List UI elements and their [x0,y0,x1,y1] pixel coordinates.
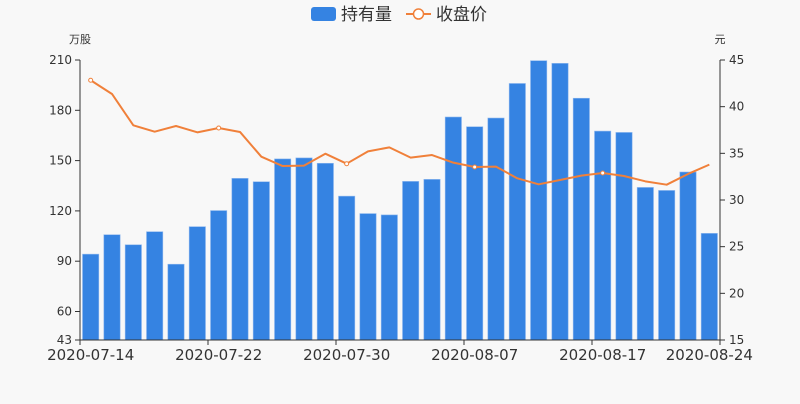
bar[interactable] [381,215,397,340]
left-tick-label: 90 [57,254,72,268]
bar[interactable] [211,211,227,340]
x-tick-label: 2020-08-24 [666,346,753,364]
bar[interactable] [339,196,355,340]
bar[interactable] [445,117,461,340]
bar[interactable] [83,254,99,340]
line-point[interactable] [473,165,477,169]
right-tick-label: 15 [729,333,744,347]
bar[interactable] [531,61,547,340]
bar[interactable] [189,227,205,340]
bar[interactable] [296,158,312,340]
bar[interactable] [147,232,163,340]
bar[interactable] [616,132,632,340]
x-tick-label: 2020-07-22 [175,346,262,364]
bar[interactable] [360,214,376,340]
right-tick-label: 25 [729,240,744,254]
bar[interactable] [104,235,120,340]
x-tick-label: 2020-07-30 [303,346,390,364]
bar[interactable] [595,131,611,340]
right-axis-name: 元 [715,33,726,46]
bar[interactable] [573,98,589,340]
x-tick-label: 2020-07-14 [47,346,134,364]
bar[interactable] [637,187,653,340]
line-point[interactable] [345,162,349,166]
left-axis-name: 万股 [69,33,91,46]
left-tick-label: 60 [57,304,72,318]
bar[interactable] [552,63,568,340]
left-tick-label: 150 [49,154,72,168]
right-tick-label: 45 [729,53,744,67]
x-tick-label: 2020-08-07 [431,346,518,364]
legend-bar-swatch [311,7,336,21]
bar[interactable] [403,181,419,340]
line-point[interactable] [217,126,221,130]
right-tick-label: 20 [729,286,744,300]
bar[interactable] [317,163,333,340]
legend-marker-icon [414,9,424,19]
bar[interactable] [253,182,269,340]
legend[interactable]: 持有量 收盘价 [311,5,487,25]
bar-series [83,61,718,340]
x-tick-label: 2020-08-17 [559,346,646,364]
bar[interactable] [232,178,248,340]
bar[interactable] [424,179,440,340]
legend-label-holdings[interactable]: 持有量 [341,5,392,25]
left-tick-label: 43 [57,333,72,347]
left-tick-label: 120 [49,204,72,218]
bar[interactable] [168,264,184,340]
bar[interactable] [125,245,141,340]
left-tick-label: 210 [49,53,72,67]
bar[interactable] [509,83,525,340]
bar[interactable] [701,233,717,340]
left-tick-label: 180 [49,103,72,117]
right-tick-label: 35 [729,146,744,160]
bar[interactable] [680,172,696,340]
legend-label-close-price[interactable]: 收盘价 [436,5,487,25]
bar[interactable] [488,118,504,340]
right-tick-label: 40 [729,100,744,114]
line-point[interactable] [601,171,605,175]
right-tick-label: 30 [729,193,744,207]
line-point[interactable] [89,78,93,82]
bar[interactable] [659,190,675,340]
bar[interactable] [275,159,291,340]
bar[interactable] [467,127,483,340]
